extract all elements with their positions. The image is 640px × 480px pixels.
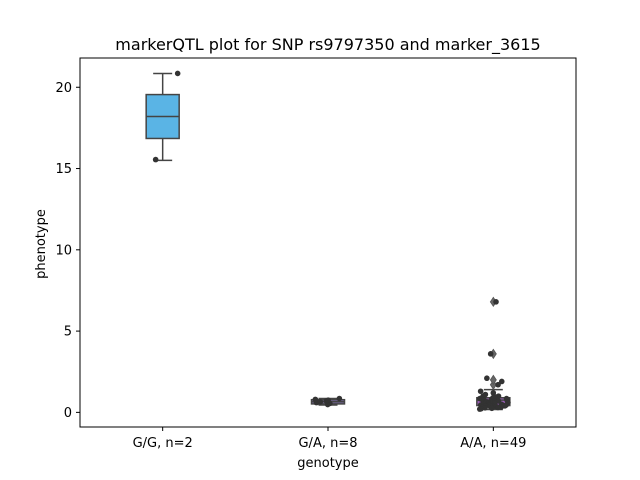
y-tick-label: 10	[55, 243, 72, 258]
y-axis-label: phenotype	[34, 209, 49, 279]
data-point	[487, 351, 494, 357]
chart-title: markerQTL plot for SNP rs9797350 and mar…	[115, 35, 540, 55]
y-tick-label: 5	[64, 325, 72, 340]
box-outlier	[489, 374, 497, 386]
data-point	[476, 406, 483, 412]
data-point	[477, 388, 484, 395]
data-point	[325, 397, 331, 403]
y-tick-label: 20	[55, 81, 72, 96]
data-point	[152, 156, 159, 163]
x-tick-label: G/G, n=2	[133, 436, 193, 451]
plot-area: 0 5 10 15 20 G/G, n=2 G/A, n=8 A/A, n=49	[55, 70, 526, 451]
data-point	[312, 396, 319, 403]
data-point	[495, 381, 501, 388]
x-axis-label: genotype	[297, 456, 358, 471]
x-tick-label: G/A, n=8	[298, 436, 357, 451]
plot-frame	[79, 57, 577, 428]
x-tick-label: A/A, n=49	[460, 436, 526, 451]
y-tick-label: 15	[55, 162, 72, 177]
data-point	[174, 70, 181, 77]
y-tick-label: 0	[64, 406, 72, 421]
data-point	[495, 404, 501, 411]
data-point	[484, 375, 490, 382]
data-point	[498, 378, 505, 385]
data-point	[336, 395, 343, 402]
data-point	[493, 299, 499, 305]
data-point	[489, 405, 495, 412]
data-point	[317, 399, 324, 405]
